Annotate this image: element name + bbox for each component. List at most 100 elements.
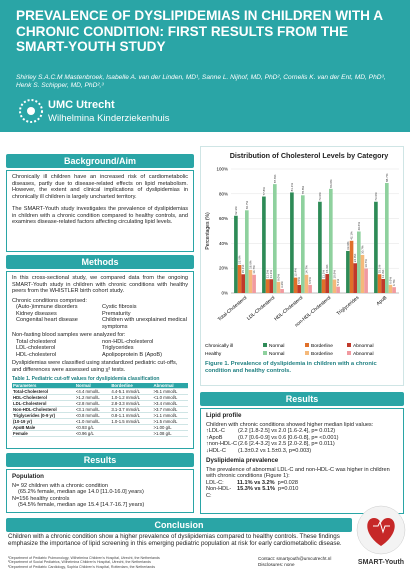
lipid-label: ↑LDL-C (206, 428, 225, 434)
table-cell: 1.0-1.2 mmol/L (110, 394, 153, 401)
table-row: (10-19 yr) <1.0 mmol/L 1.0-1.5 mmol/L >1.5 … (12, 418, 188, 425)
value-label: 15.3% (325, 264, 329, 273)
value-label: 62.3% (234, 206, 238, 215)
value-label: 6.6% (388, 277, 392, 284)
bar (304, 274, 309, 293)
x-tick-label: Triglycerides (336, 295, 361, 317)
condition-list: (Auto-)immune disorders Cystic fibrosis Ki… (12, 304, 188, 330)
lipid-row: ↓HDL-C (1.3±0.2 vs 1.5±0.3, p=0.003) (206, 448, 398, 455)
bar (360, 254, 365, 293)
paragraph: The prevalence of abnormal LDL-C and non… (206, 466, 390, 480)
bar (245, 210, 249, 293)
section-heading: Background/Aim (6, 154, 194, 168)
lipid-row: ↑ApoB (0.7 [0.6-0.9] vs 0.6 [0.6-0.8], p=… (206, 435, 398, 442)
table-cell: >1.00 g/L (152, 424, 188, 431)
bar (241, 274, 245, 293)
table-cell: (10-19 yr) (12, 418, 75, 425)
background-box: Chronically ill children have an increas… (6, 170, 194, 252)
table-cell: LDL-Cholesterol (12, 400, 75, 407)
section-heading: Results (200, 392, 404, 406)
logo-name: UMC Utrecht (48, 99, 115, 111)
logo-icon (19, 99, 43, 123)
y-tick-label: 100% (216, 167, 228, 172)
methods-box: In this cross-sectional study, we compar… (6, 271, 194, 449)
bar (318, 201, 322, 293)
logo-text: SMART-Youth (358, 559, 404, 566)
table-cell: >3.4 mmol/L (152, 400, 188, 407)
value-label: 73.6% (318, 192, 322, 201)
list-item: Triglycerides (102, 345, 134, 351)
list-item: Children with unexplained medical sympto… (102, 317, 187, 330)
table-row: ApoB Male <0.93 g/L >1.00 g/L (12, 424, 188, 431)
table-header: Parameters (12, 382, 75, 389)
list-item: Congenital heart disease (16, 317, 78, 323)
table-row: Total-Cholesterol <4.4 mmol/L 4.4-5.1 mmol… (12, 388, 188, 395)
y-tick-label: 40% (219, 241, 228, 246)
lipid-label: ↓HDL-C (206, 447, 226, 454)
table-cell: Non-HDL-Cholesterol (12, 406, 75, 413)
value-label: 9.0% (276, 274, 280, 281)
table-cell: <1.0 mmol/L (74, 418, 111, 425)
population-line: N=156 healthy controls (12, 495, 70, 502)
table-header: Borderline (110, 382, 153, 389)
smart-youth-logo: SMART-Youth (356, 505, 406, 566)
bar (248, 269, 253, 293)
value-label: 11.1% (269, 270, 273, 279)
list-item: Total cholesterol (16, 338, 57, 345)
table-cell: <3.1 mmol/L (74, 406, 111, 413)
table-cell: <1.0 mmol/L (152, 394, 188, 401)
legend-swatch (305, 351, 309, 355)
figure-caption: Figure 1. Prevalence of dyslipidemia in … (205, 361, 377, 374)
bar (374, 201, 378, 293)
population-box: Population N= 92 children with a chronic … (6, 469, 194, 513)
lipid-value: (2.2 [1.8-2.5] vs 2.0 [1.6-2.4], p= 0.01… (238, 428, 336, 434)
sample-list: Total cholesterol non-HDL-cholesterol LDL-… (12, 339, 188, 359)
value-label: 14.7% (304, 265, 308, 274)
table-cell: >1.08 g/L (152, 430, 188, 437)
legend-swatch (263, 351, 267, 355)
paragraph: Children with chronic conditions showed … (206, 421, 374, 428)
legend-label: Normal (269, 351, 284, 357)
legend-label: Borderline (311, 343, 333, 349)
bar (280, 289, 284, 293)
paragraph: In this cross-sectional study, we compar… (12, 275, 188, 294)
paragraph: Chronically ill children have an increas… (12, 174, 188, 200)
subheading: Lipid profile (206, 412, 242, 419)
value-label: 19.7% (364, 259, 368, 268)
legend-swatch (347, 351, 351, 355)
logo-subtitle: Wilhelmina Kinderziekenhuis (48, 113, 170, 124)
bar (237, 264, 242, 293)
lipid-value: (1.3±0.2 vs 1.5±0.3, p=0.003) (238, 447, 312, 454)
value-label: 10.9% (332, 270, 336, 279)
bar (364, 268, 368, 293)
prevalence-label: LDL-C: (206, 479, 224, 486)
y-tick-label: 20% (219, 266, 228, 271)
value-label: 6.5% (297, 277, 301, 284)
lipid-row: ↑LDL-C (2.2 [1.8-2.5] vs 2.0 [1.6-2.4], p… (206, 428, 398, 435)
value-label: 12.4% (294, 268, 298, 277)
legend-group: Chronically ill (205, 343, 233, 349)
bar (301, 195, 305, 293)
authors: Shirley S.A.C.M Mastenbroek, Isabelle A.… (16, 74, 386, 89)
conclusion-text: Children with a chronic condition show a… (8, 533, 342, 547)
list-item: Prematurity (102, 310, 131, 317)
bar (265, 279, 270, 293)
table-cell: 4.4-5.1 mmol/L (110, 388, 153, 395)
value-label: 5.1% (336, 279, 340, 286)
prevalence-value: 11.1% vs 3.2% (237, 479, 275, 486)
list-item: Cystic fibrosis (102, 304, 137, 310)
bar (388, 284, 393, 293)
bar (290, 192, 294, 293)
bar (325, 274, 329, 293)
table-cell: Total-Cholesterol (12, 388, 75, 395)
contact: Contact: smartyouth@umcutrecht.nl (258, 556, 332, 561)
value-label: 66.7% (245, 200, 249, 209)
y-tick-label: 0% (221, 291, 228, 296)
paragraph: Dyslipidemias were classified using stan… (12, 360, 178, 373)
lipid-row: ↑non-HDL-C (2.6 [2.4-3.2] vs 2.5 [2.0-2.8… (206, 441, 398, 448)
bar (308, 284, 312, 293)
table-cell: <4.4 mmol/L (74, 388, 111, 395)
prevalence-row: Non-HDL-C: 15.3% vs 5.1% p=0.010 (206, 486, 398, 499)
lipid-value: (2.6 [2.4-3.2] vs 2.5 [2.0-2.8], p= 0.01… (238, 441, 335, 447)
value-label: 4.7% (392, 279, 396, 286)
